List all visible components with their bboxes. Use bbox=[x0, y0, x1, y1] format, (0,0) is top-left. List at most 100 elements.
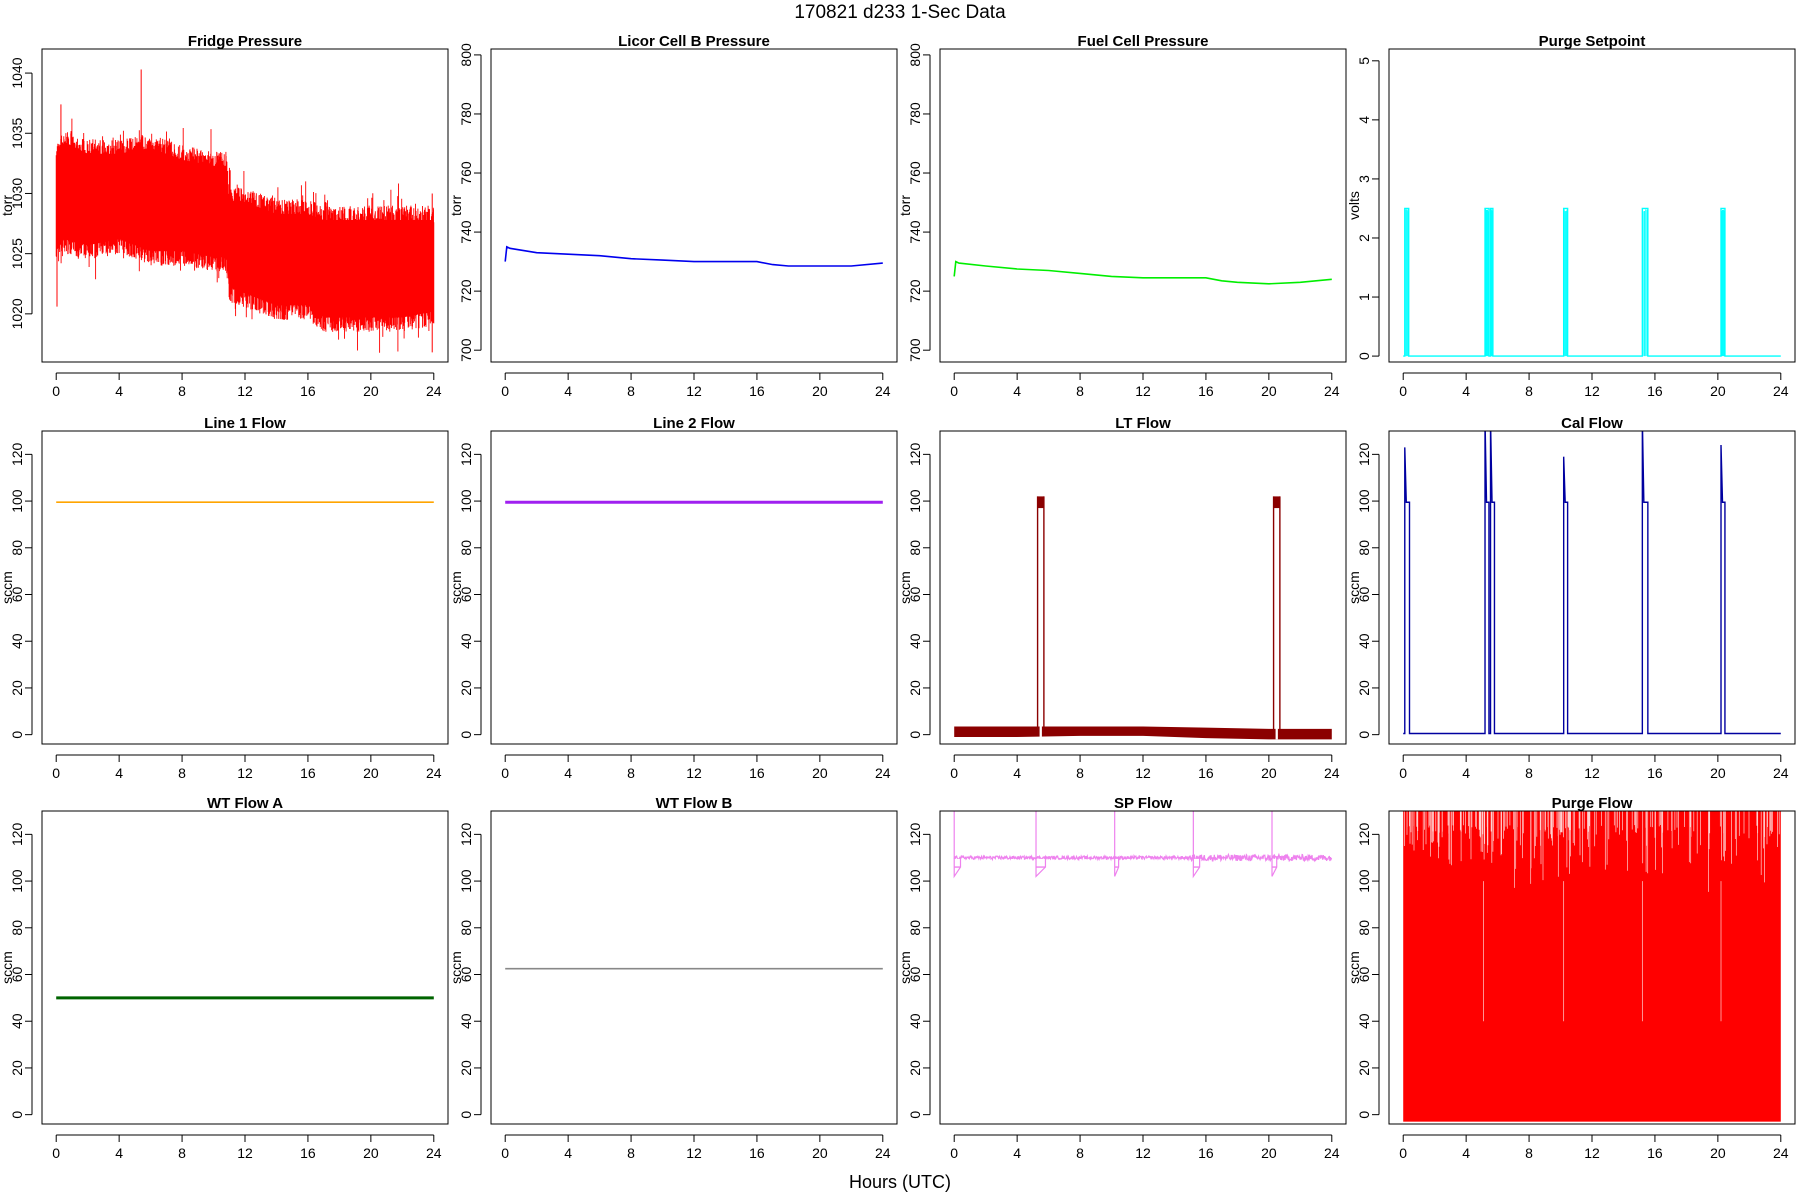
series-pulse-top bbox=[1037, 496, 1044, 509]
y-tick-label: 1030 bbox=[9, 178, 25, 209]
series-line bbox=[953, 852, 1333, 863]
panel-title: Line 2 Flow bbox=[653, 415, 735, 432]
x-tick-label: 24 bbox=[1773, 765, 1789, 781]
y-axis-label: torr bbox=[897, 195, 913, 216]
x-tick-label: 0 bbox=[1399, 765, 1407, 781]
x-tick-label: 4 bbox=[564, 1145, 572, 1161]
x-tick-label: 8 bbox=[1076, 1145, 1084, 1161]
panel-title: WT Flow A bbox=[207, 795, 283, 812]
y-tick-label: 0 bbox=[907, 1111, 923, 1119]
y-tick-label: 80 bbox=[458, 540, 474, 556]
figure-xlabel: Hours (UTC) bbox=[849, 1172, 951, 1192]
x-tick-label: 0 bbox=[52, 383, 60, 399]
panel-title: SP Flow bbox=[1114, 795, 1172, 812]
panel-title: WT Flow B bbox=[656, 795, 733, 812]
y-tick-label: 40 bbox=[1356, 1013, 1372, 1029]
plot-area bbox=[1403, 431, 1781, 735]
x-tick-label: 24 bbox=[1773, 1145, 1789, 1161]
x-tick-label: 16 bbox=[1647, 765, 1663, 781]
y-tick-label: 60 bbox=[907, 587, 923, 603]
series-fill bbox=[1403, 811, 1781, 1122]
panel-title: Fridge Pressure bbox=[188, 33, 302, 50]
y-tick-label: 40 bbox=[458, 1013, 474, 1029]
x-tick-label: 12 bbox=[237, 1145, 253, 1161]
x-tick-label: 4 bbox=[115, 383, 123, 399]
x-tick-label: 8 bbox=[178, 383, 186, 399]
x-tick-label: 4 bbox=[1013, 383, 1021, 399]
y-axis-label: torr bbox=[448, 195, 464, 216]
series-noise bbox=[55, 118, 435, 353]
y-tick-label: 40 bbox=[907, 633, 923, 649]
y-tick-label: 740 bbox=[458, 220, 474, 244]
x-tick-label: 20 bbox=[1710, 383, 1726, 399]
panel-title: Fuel Cell Pressure bbox=[1078, 33, 1209, 50]
y-tick-label: 780 bbox=[907, 102, 923, 126]
y-tick-label: 1040 bbox=[9, 57, 25, 88]
x-tick-label: 16 bbox=[1647, 383, 1663, 399]
series-pulse-top bbox=[1273, 496, 1280, 509]
x-tick-label: 0 bbox=[950, 765, 958, 781]
x-tick-label: 12 bbox=[686, 765, 702, 781]
y-tick-label: 40 bbox=[1356, 633, 1372, 649]
x-tick-label: 20 bbox=[1710, 765, 1726, 781]
x-tick-label: 4 bbox=[564, 383, 572, 399]
plot-frame bbox=[490, 430, 898, 745]
panel-10: WT Flow B sccm 0 4 8 12 16 20 24 0 20 40 60 80 100 120 bbox=[448, 795, 898, 1161]
x-tick-label: 8 bbox=[1525, 765, 1533, 781]
x-tick-label: 20 bbox=[363, 765, 379, 781]
y-tick-label: 1025 bbox=[9, 238, 25, 269]
x-tick-label: 4 bbox=[1462, 765, 1470, 781]
x-tick-label: 12 bbox=[686, 383, 702, 399]
plot-area bbox=[954, 496, 1332, 740]
y-tick-label: 2 bbox=[1356, 234, 1372, 242]
y-tick-label: 60 bbox=[9, 967, 25, 983]
series-gap bbox=[954, 858, 961, 870]
y-tick-label: 1020 bbox=[9, 298, 25, 329]
plot-area bbox=[1403, 207, 1781, 357]
x-tick-label: 20 bbox=[812, 765, 828, 781]
x-tick-label: 8 bbox=[1525, 1145, 1533, 1161]
y-tick-label: 20 bbox=[907, 1060, 923, 1076]
y-tick-label: 0 bbox=[9, 731, 25, 739]
y-axis-label: sccm bbox=[0, 571, 15, 604]
x-tick-label: 0 bbox=[1399, 383, 1407, 399]
x-tick-label: 20 bbox=[1710, 1145, 1726, 1161]
panel-title: Cal Flow bbox=[1561, 415, 1623, 432]
series-gap bbox=[1039, 726, 1042, 740]
y-tick-label: 720 bbox=[907, 279, 923, 303]
x-tick-label: 24 bbox=[875, 383, 891, 399]
x-tick-label: 12 bbox=[1584, 1145, 1600, 1161]
x-tick-label: 20 bbox=[1261, 765, 1277, 781]
series-line bbox=[1403, 207, 1781, 357]
figure-title: 170821 d233 1-Sec Data bbox=[794, 2, 1006, 23]
y-tick-label: 720 bbox=[458, 279, 474, 303]
series-gap bbox=[1193, 858, 1200, 870]
x-tick-label: 8 bbox=[1525, 383, 1533, 399]
plot-frame bbox=[939, 810, 1347, 1125]
plot-area bbox=[55, 69, 435, 353]
y-tick-label: 120 bbox=[907, 822, 923, 846]
y-tick-label: 100 bbox=[907, 869, 923, 893]
y-tick-label: 1 bbox=[1356, 293, 1372, 301]
y-tick-label: 800 bbox=[907, 43, 923, 67]
panel-title: Purge Setpoint bbox=[1539, 33, 1646, 50]
panel-9: WT Flow A sccm 0 4 8 12 16 20 24 0 20 40 60 80 100 120 bbox=[0, 795, 449, 1161]
x-tick-label: 16 bbox=[1198, 1145, 1214, 1161]
series-pulse-edge bbox=[1036, 496, 1045, 735]
x-tick-label: 0 bbox=[52, 1145, 60, 1161]
y-tick-label: 60 bbox=[458, 967, 474, 983]
y-tick-label: 0 bbox=[907, 731, 923, 739]
y-tick-label: 0 bbox=[1356, 731, 1372, 739]
plot-area bbox=[1403, 811, 1781, 1122]
y-tick-label: 100 bbox=[9, 869, 25, 893]
y-tick-label: 40 bbox=[9, 633, 25, 649]
plot-area bbox=[953, 811, 1333, 879]
y-axis-label: sccm bbox=[1346, 571, 1362, 604]
x-tick-label: 16 bbox=[300, 383, 316, 399]
x-tick-label: 24 bbox=[426, 765, 442, 781]
y-tick-label: 60 bbox=[458, 587, 474, 603]
x-tick-label: 12 bbox=[237, 765, 253, 781]
y-tick-label: 20 bbox=[458, 680, 474, 696]
x-tick-label: 4 bbox=[1462, 1145, 1470, 1161]
x-tick-label: 16 bbox=[300, 765, 316, 781]
